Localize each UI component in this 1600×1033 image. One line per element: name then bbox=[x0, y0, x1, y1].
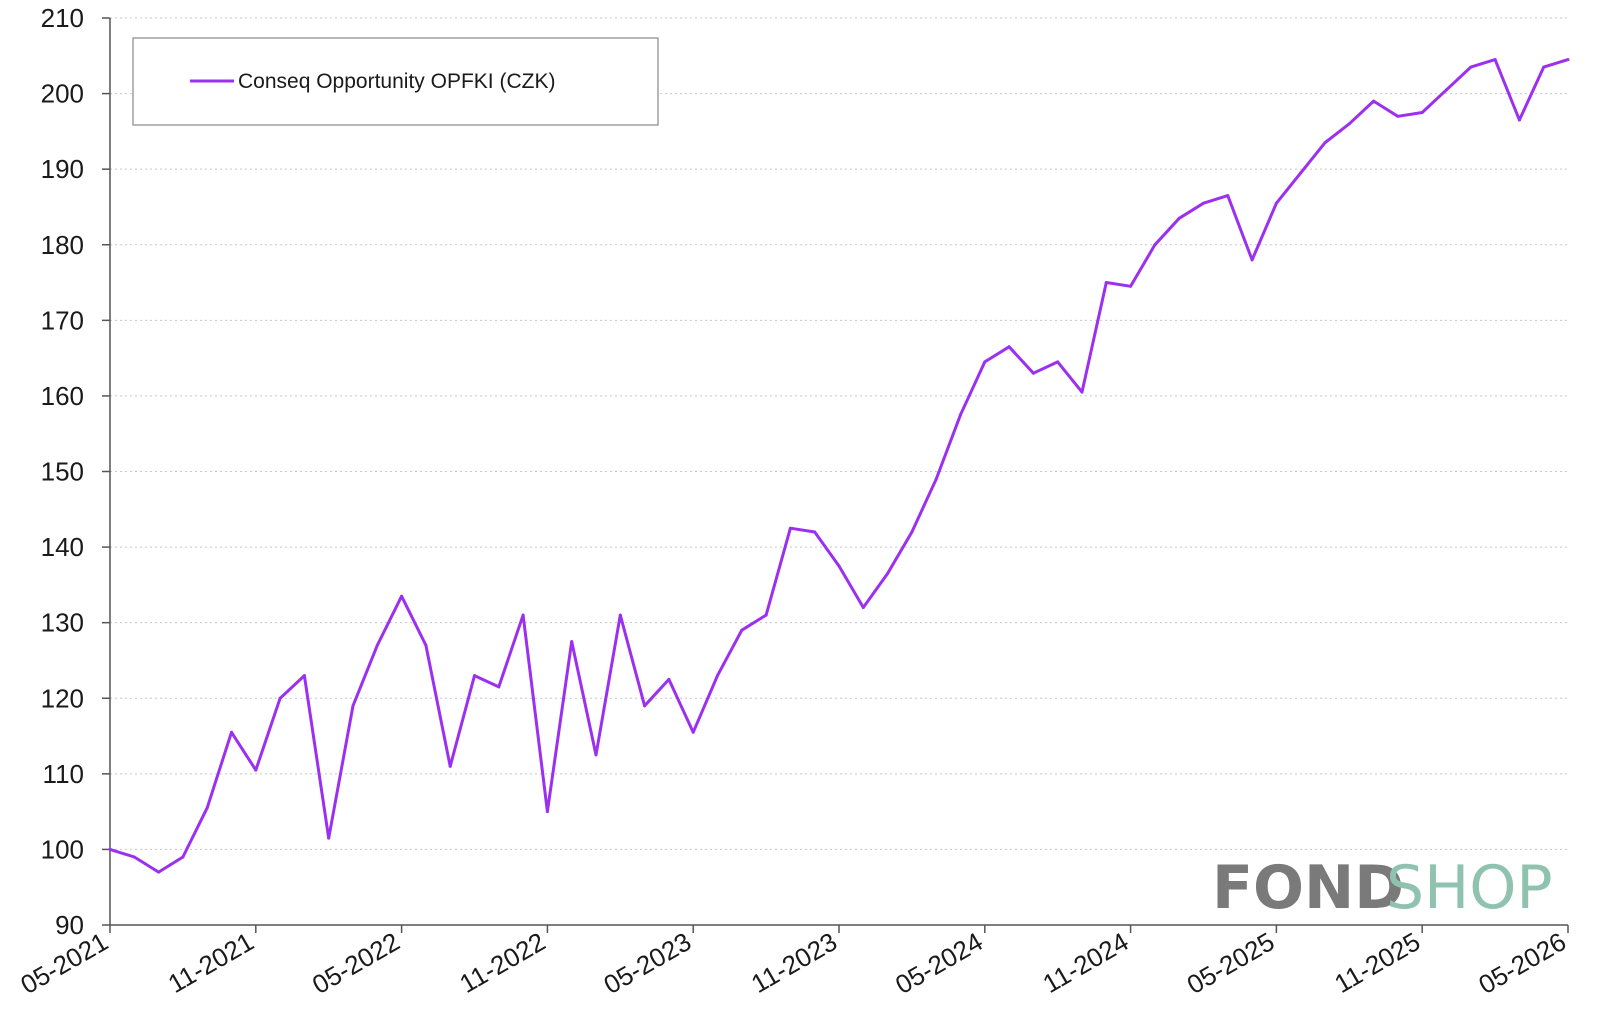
legend: Conseq Opportunity OPFKI (CZK) bbox=[132, 37, 659, 126]
data-point bbox=[1347, 122, 1351, 126]
y-tick-label: 180 bbox=[41, 230, 84, 260]
data-point bbox=[375, 643, 379, 647]
data-point bbox=[740, 628, 744, 632]
data-point bbox=[278, 696, 282, 700]
data-point bbox=[934, 477, 938, 481]
y-tick-label: 160 bbox=[41, 381, 84, 411]
data-point bbox=[521, 613, 525, 617]
data-point bbox=[813, 530, 817, 534]
data-point bbox=[302, 674, 306, 678]
data-point bbox=[1469, 65, 1473, 69]
y-tick-label: 190 bbox=[41, 154, 84, 184]
series-line bbox=[109, 58, 1569, 874]
data-point bbox=[448, 764, 452, 768]
x-tick-labels: 05-2021 11-2021 05-2022 11-2022 05-2023 11-20… bbox=[15, 925, 1571, 1000]
data-point bbox=[132, 855, 136, 859]
x-tick-label: 05-2022 bbox=[307, 926, 405, 1000]
data-point bbox=[788, 526, 792, 530]
data-point bbox=[959, 413, 962, 417]
y-tick-label: 210 bbox=[41, 3, 84, 33]
data-point bbox=[230, 730, 233, 734]
data-point bbox=[157, 870, 161, 874]
y-tick-label: 170 bbox=[41, 305, 84, 335]
x-tick-label: 11-2021 bbox=[163, 926, 259, 999]
data-point bbox=[1323, 141, 1327, 145]
data-point bbox=[327, 836, 331, 840]
data-point bbox=[1031, 371, 1035, 375]
data-point bbox=[473, 674, 476, 678]
data-point bbox=[594, 753, 598, 757]
y-tick-label: 120 bbox=[41, 683, 84, 713]
x-tick-label: 11-2022 bbox=[454, 926, 550, 999]
data-point bbox=[691, 730, 695, 734]
data-point bbox=[1177, 216, 1181, 220]
data-point bbox=[1202, 201, 1205, 205]
data-point bbox=[1517, 118, 1521, 122]
data-point bbox=[1226, 194, 1230, 198]
data-point bbox=[910, 530, 914, 534]
data-point bbox=[400, 594, 404, 598]
data-point bbox=[1007, 345, 1011, 349]
gridlines bbox=[110, 17, 1568, 850]
data-point bbox=[1372, 99, 1376, 103]
data-point bbox=[886, 572, 890, 575]
logo-fond-text: FOND bbox=[1212, 853, 1404, 923]
data-point bbox=[643, 704, 647, 708]
data-point bbox=[1445, 88, 1448, 92]
data-point bbox=[764, 613, 768, 617]
data-point bbox=[1250, 258, 1254, 262]
fondshop-logo: FOND SHOP bbox=[1212, 853, 1553, 923]
data-point bbox=[1493, 58, 1497, 62]
x-tick-label: 11-2025 bbox=[1329, 926, 1425, 999]
axes bbox=[109, 18, 1568, 926]
data-point bbox=[837, 564, 841, 568]
data-point bbox=[1396, 114, 1400, 118]
data-point bbox=[181, 855, 185, 859]
data-point bbox=[1056, 360, 1060, 364]
x-tick-label: 05-2025 bbox=[1182, 926, 1280, 1000]
legend-label: Conseq Opportunity OPFKI (CZK) bbox=[238, 70, 555, 93]
y-tick-label: 90 bbox=[55, 910, 84, 940]
data-point bbox=[497, 685, 501, 689]
y-tick-labels: 90 100 110 120 130 140 150 160 170 180 190 200 210 bbox=[41, 3, 110, 940]
data-point bbox=[716, 674, 719, 678]
data-point bbox=[667, 677, 671, 681]
x-tick-label: 05-2024 bbox=[890, 926, 988, 1000]
data-point bbox=[983, 360, 987, 364]
x-tick-label: 11-2023 bbox=[746, 926, 842, 999]
data-point bbox=[351, 704, 355, 708]
data-point bbox=[254, 768, 258, 772]
data-point bbox=[1104, 281, 1108, 284]
data-point bbox=[1129, 284, 1133, 288]
data-point bbox=[861, 606, 865, 609]
x-tick-label: 05-2026 bbox=[1473, 926, 1571, 1000]
data-point bbox=[618, 613, 622, 617]
data-point bbox=[1542, 65, 1546, 69]
series-layer bbox=[108, 58, 1570, 874]
y-tick-label: 100 bbox=[41, 834, 84, 864]
data-point bbox=[1153, 243, 1157, 247]
y-tick-label: 110 bbox=[43, 759, 84, 789]
logo-shop-text: SHOP bbox=[1386, 853, 1553, 923]
data-point bbox=[108, 847, 112, 851]
data-point bbox=[1420, 111, 1424, 114]
y-tick-label: 130 bbox=[41, 608, 84, 638]
x-tick-label: 05-2023 bbox=[599, 926, 697, 1000]
data-point bbox=[570, 640, 574, 644]
data-point bbox=[424, 643, 428, 647]
y-tick-label: 150 bbox=[41, 457, 84, 487]
data-point bbox=[545, 810, 549, 814]
data-point bbox=[1566, 58, 1570, 62]
y-tick-label: 200 bbox=[41, 79, 84, 109]
data-point bbox=[205, 806, 209, 810]
data-point bbox=[1274, 201, 1278, 205]
y-tick-label: 140 bbox=[41, 532, 84, 562]
x-tick-label: 11-2024 bbox=[1038, 926, 1134, 999]
data-point bbox=[1080, 390, 1084, 394]
data-point bbox=[1299, 171, 1303, 175]
